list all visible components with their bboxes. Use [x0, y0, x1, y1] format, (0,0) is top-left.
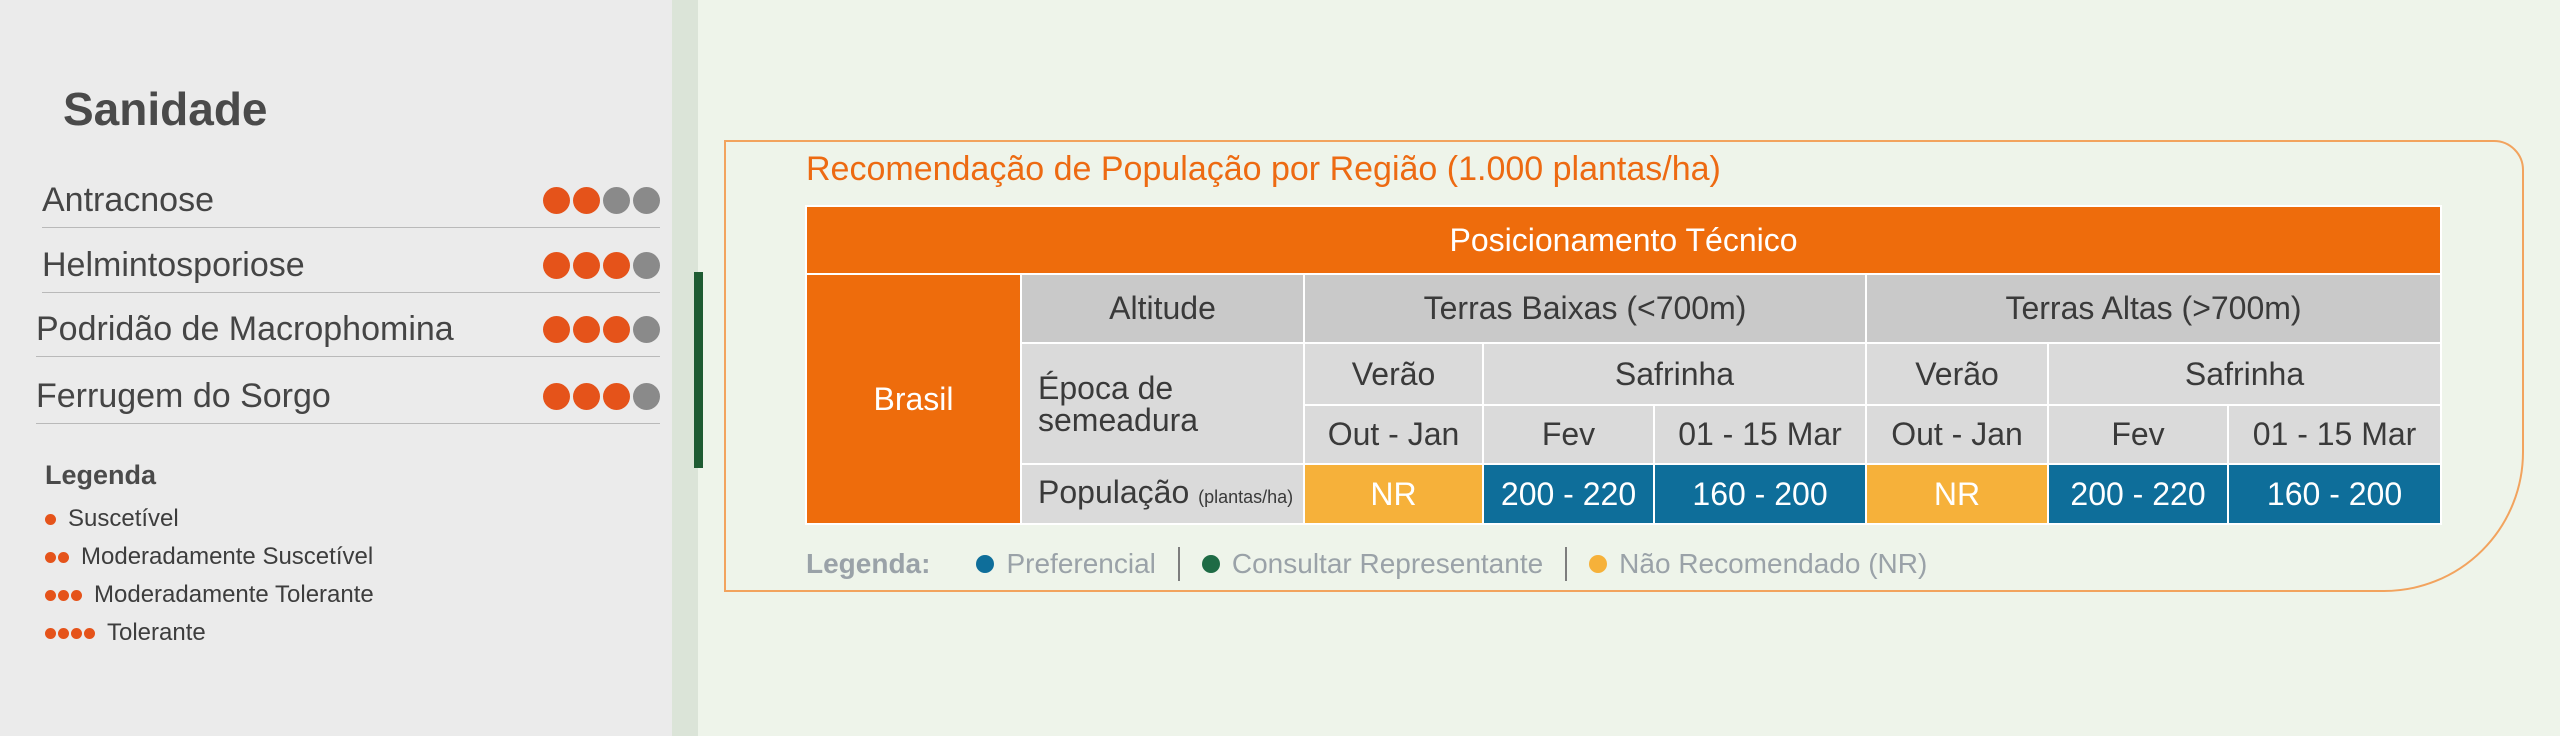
value-mar-baixas: 160 - 200: [1653, 463, 1867, 525]
rating-dot: [633, 251, 660, 279]
legend-dot: [71, 589, 82, 601]
rating-dot: [603, 251, 630, 279]
value-fev-baixas: 200 - 220: [1482, 463, 1655, 525]
legend-dot: [58, 627, 69, 639]
rating-dots: [543, 315, 660, 343]
rating-dot: [633, 315, 660, 343]
populacao-label-cell: População (plantas/ha): [1020, 463, 1305, 525]
value-mar-altas: 160 - 200: [2226, 463, 2443, 525]
disease-row-ferrugem: Ferrugem do Sorgo: [36, 369, 660, 424]
legend-dot: [84, 627, 95, 639]
disease-row-antracnose: Antracnose: [42, 173, 660, 228]
legend-swatch: [1589, 555, 1608, 573]
verao-altas: Verão: [1865, 342, 2049, 406]
legend-label: Suscetível: [68, 505, 179, 532]
periodo-mar-baixas: 01 - 15 Mar: [1653, 404, 1867, 465]
periodo-mar-altas: 01 - 15 Mar: [2226, 404, 2443, 465]
legend-label: Consultar Representante: [1231, 548, 1544, 579]
populacao-table: Posicionamento Técnico Brasil Altitude T…: [804, 205, 2443, 525]
verao-baixas: Verão: [1303, 342, 1484, 406]
legend-separator: [1565, 547, 1568, 581]
periodo-verao-baixas: Out - Jan: [1303, 404, 1484, 465]
rating-dot: [543, 315, 570, 343]
rating-dots: [543, 382, 660, 410]
legend-dots: [45, 589, 82, 601]
rating-dot: [573, 251, 600, 279]
disease-name: Antracnose: [42, 180, 214, 219]
populacao-card: [724, 140, 2524, 592]
periodo-fev-altas: Fev: [2047, 404, 2229, 465]
value-verao-baixas: NR: [1303, 463, 1484, 525]
rating-dots: [543, 251, 660, 279]
rating-dot: [543, 186, 570, 214]
rating-dot: [543, 251, 570, 279]
legend-swatch: [1201, 555, 1220, 573]
altitude-label: Altitude: [1020, 273, 1305, 344]
rating-dot: [603, 315, 630, 343]
legend-separator: [1177, 547, 1180, 581]
legend-dots: [45, 513, 56, 525]
value-fev-altas: 200 - 220: [2047, 463, 2229, 525]
legend-item-tolerante: Tolerante: [45, 619, 206, 647]
panel-stripe: [672, 0, 698, 736]
populacao-legend: Legenda: Preferencial Consultar Represen…: [806, 546, 1927, 582]
rating-dot: [573, 315, 600, 343]
legend-dots: [45, 627, 95, 639]
disease-row-helmintosporiose: Helmintosporiose: [42, 238, 660, 293]
epoca-label: Época de semeadura: [1020, 342, 1305, 465]
legend-preferencial: Preferencial: [976, 548, 1156, 580]
populacao-title: Recomendação de População por Região (1.…: [806, 150, 1721, 188]
legend-consultar: Consultar Representante: [1201, 548, 1544, 580]
legend-item-mod-suscetivel: Moderadamente Suscetível: [45, 543, 373, 571]
disease-name: Helmintosporiose: [42, 245, 305, 284]
legend-dot: [58, 551, 69, 563]
disease-row-macrophomina: Podridão de Macrophomina: [36, 302, 660, 357]
rating-dot: [603, 382, 630, 410]
legend-dot: [45, 513, 56, 525]
legend-dot: [71, 627, 82, 639]
disease-name: Podridão de Macrophomina: [36, 309, 454, 348]
terras-altas-header: Terras Altas (>700m): [1864, 273, 2443, 344]
legend-label: Não Recomendado (NR): [1619, 548, 1928, 579]
legend-label: Moderadamente Suscetível: [81, 543, 374, 570]
disease-name: Ferrugem do Sorgo: [36, 376, 331, 415]
rating-dot: [633, 186, 660, 214]
sanidade-legend-title: Legenda: [45, 460, 157, 490]
legend-label: Moderadamente Tolerante: [94, 581, 374, 608]
rating-dot: [603, 186, 630, 214]
legend-label: Tolerante: [107, 619, 206, 646]
rating-dot: [633, 382, 660, 410]
legend-item-mod-tolerante: Moderadamente Tolerante: [45, 581, 374, 609]
header-posicionamento: Posicionamento Técnico: [804, 205, 2443, 275]
legend-label: Preferencial: [1006, 548, 1156, 579]
safrinha-altas: Safrinha: [2046, 342, 2443, 406]
periodo-verao-altas: Out - Jan: [1865, 404, 2049, 465]
legend-dots: [45, 551, 69, 563]
legend-dot: [45, 627, 56, 639]
populacao-legend-title: Legenda:: [806, 548, 931, 579]
safrinha-baixas: Safrinha: [1482, 342, 1867, 406]
legend-nao-recomendado: Não Recomendado (NR): [1589, 548, 1927, 580]
legend-swatch: [976, 555, 995, 573]
rating-dot: [573, 382, 600, 410]
legend-dot: [45, 589, 56, 601]
periodo-fev-baixas: Fev: [1482, 404, 1655, 465]
populacao-unit: (plantas/ha): [1198, 486, 1294, 507]
legend-dot: [58, 589, 69, 601]
region-cell: Brasil: [805, 273, 1022, 525]
rating-dots: [543, 186, 660, 214]
legend-dot: [45, 551, 56, 563]
sanidade-title: Sanidade: [63, 83, 268, 135]
sanidade-panel: [0, 0, 672, 736]
rating-dot: [573, 186, 600, 214]
value-verao-altas: NR: [1865, 463, 2049, 525]
populacao-label: População: [1038, 473, 1190, 510]
green-divider: [694, 272, 703, 468]
terras-baixas-header: Terras Baixas (<700m): [1303, 273, 1867, 344]
legend-item-suscetivel: Suscetível: [45, 505, 179, 533]
rating-dot: [543, 382, 570, 410]
